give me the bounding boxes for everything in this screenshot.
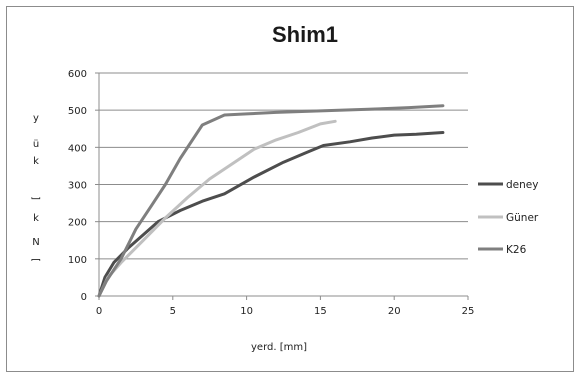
x-tick-labels: 0 5 10 15 20 25 [96, 306, 475, 317]
y-axis-label-char: N [32, 237, 39, 248]
y-tick-label: 600 [68, 69, 87, 80]
y-axis-label: yük[kN] [31, 113, 42, 262]
y-axis-label-char: ü [33, 139, 39, 150]
y-tick-label: 500 [68, 106, 87, 117]
chart-title: Shim1 [272, 22, 338, 47]
y-axis-label-char: y [33, 113, 39, 124]
legend-label-deney: deney [506, 179, 538, 191]
y-axis-label-char: ] [31, 258, 42, 262]
y-tick-label: 300 [68, 181, 87, 192]
series-line-güner [97, 119, 337, 298]
y-axis-label-char: k [33, 156, 39, 167]
legend: deney Güner K26 [478, 179, 539, 256]
legend-label-güner: Güner [506, 212, 539, 224]
y-tick-label: 200 [68, 218, 87, 229]
series-lines [97, 104, 445, 298]
x-axis-label: yerd. [mm] [251, 342, 307, 353]
y-tick-labels: 0 100 200 300 400 500 600 [68, 69, 87, 303]
x-tick-label: 5 [170, 306, 176, 317]
x-tick-label: 25 [462, 306, 475, 317]
y-tick-label: 0 [81, 292, 87, 303]
legend-label-k26: K26 [506, 244, 527, 256]
y-axis-label-char: [ [31, 196, 42, 200]
series-line-deney [97, 131, 445, 298]
x-tick-label: 15 [314, 306, 327, 317]
y-axis-label-char: k [33, 213, 39, 224]
y-tick-label: 400 [68, 143, 87, 154]
x-tick-label: 0 [96, 306, 102, 317]
chart-frame [6, 6, 574, 372]
x-tick-label: 20 [388, 306, 401, 317]
series-line-k26 [97, 104, 445, 298]
y-tick-label: 100 [68, 255, 87, 266]
x-tick-label: 10 [240, 306, 253, 317]
